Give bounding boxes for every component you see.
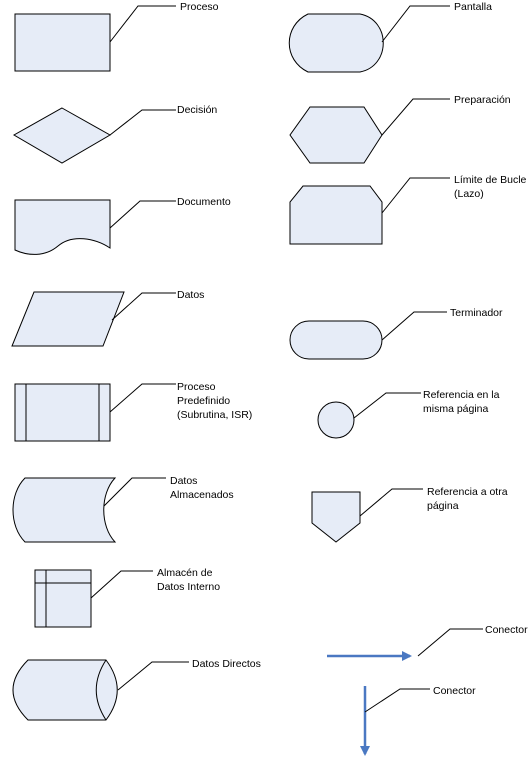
vertical-connector-symbol bbox=[360, 686, 430, 756]
label-datos-almacenados: Datos Almacenados bbox=[170, 475, 234, 501]
label-documento: Documento bbox=[177, 196, 231, 208]
label-pantalla: Pantalla bbox=[454, 1, 492, 13]
predefined-process-symbol bbox=[14, 383, 176, 442]
label-decision: Decisión bbox=[177, 104, 218, 116]
on-page-reference-symbol bbox=[317, 392, 421, 439]
terminator-symbol bbox=[289, 311, 447, 360]
decision-symbol bbox=[12, 107, 176, 164]
preparation-symbol bbox=[289, 98, 450, 164]
label-terminador: Terminador bbox=[450, 307, 503, 319]
stored-data-symbol bbox=[12, 477, 166, 543]
off-page-reference-symbol bbox=[311, 488, 423, 543]
label-proceso-predefinido: Proceso Predefinido (Subrutina, ISR) bbox=[177, 381, 253, 421]
data-symbol bbox=[11, 291, 176, 347]
label-preparacion: Preparación bbox=[454, 94, 511, 106]
direct-data-symbol bbox=[12, 659, 189, 721]
label-conector-horizontal: Conector bbox=[485, 624, 528, 636]
horizontal-connector-symbol bbox=[327, 628, 483, 661]
process-symbol bbox=[14, 5, 176, 72]
label-limite-bucle: Límite de Bucle (Lazo) bbox=[454, 174, 527, 200]
label-conector-vertical: Conector bbox=[433, 685, 476, 697]
label-referencia-otra: Referencia a otra página bbox=[427, 486, 508, 512]
label-datos-directos: Datos Directos bbox=[192, 658, 261, 670]
loop-limit-symbol bbox=[289, 177, 450, 245]
document-symbol bbox=[14, 199, 176, 255]
label-almacen-interno: Almacén de Datos Interno bbox=[157, 567, 221, 593]
internal-storage-symbol bbox=[34, 569, 153, 628]
label-datos: Datos bbox=[177, 289, 205, 301]
display-symbol bbox=[288, 5, 450, 73]
label-proceso: Proceso bbox=[180, 1, 219, 13]
label-referencia-misma: Referencia en la misma página bbox=[423, 389, 500, 415]
